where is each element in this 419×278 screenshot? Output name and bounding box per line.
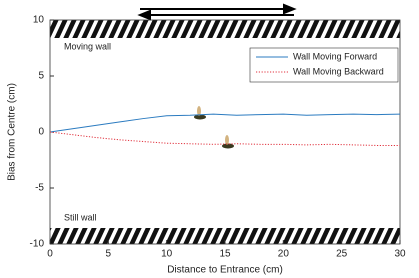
x-tick-label: 15 xyxy=(219,249,231,260)
series-line xyxy=(49,131,400,146)
annotation: Moving wall xyxy=(64,41,111,51)
y-axis-label: Bias from Centre (cm) xyxy=(7,83,18,181)
y-tick-label: 10 xyxy=(33,15,45,26)
x-tick-label: 0 xyxy=(47,249,53,260)
x-tick-label: 10 xyxy=(161,249,173,260)
legend-box xyxy=(249,47,399,83)
fly-icons xyxy=(194,106,234,149)
x-axis-label: Distance to Entrance (cm) xyxy=(167,265,283,276)
legend-label: Wall Moving Backward xyxy=(293,66,384,76)
y-tick-label: -10 xyxy=(30,239,45,250)
series-line xyxy=(49,113,401,133)
x-tick-label: 25 xyxy=(336,249,348,260)
y-tick-label: 0 xyxy=(38,127,44,138)
legend-label: Wall Moving Forward xyxy=(293,51,377,61)
moving-wall xyxy=(50,20,400,38)
still-wall xyxy=(50,228,400,244)
x-tick-label: 30 xyxy=(394,249,406,260)
x-tick-label: 5 xyxy=(106,249,112,260)
y-tick-label: 5 xyxy=(38,71,44,82)
annotation: Still wall xyxy=(64,212,97,222)
x-tick-label: 20 xyxy=(278,249,290,260)
y-tick-label: -5 xyxy=(35,183,44,194)
direction-arrows xyxy=(137,3,297,21)
